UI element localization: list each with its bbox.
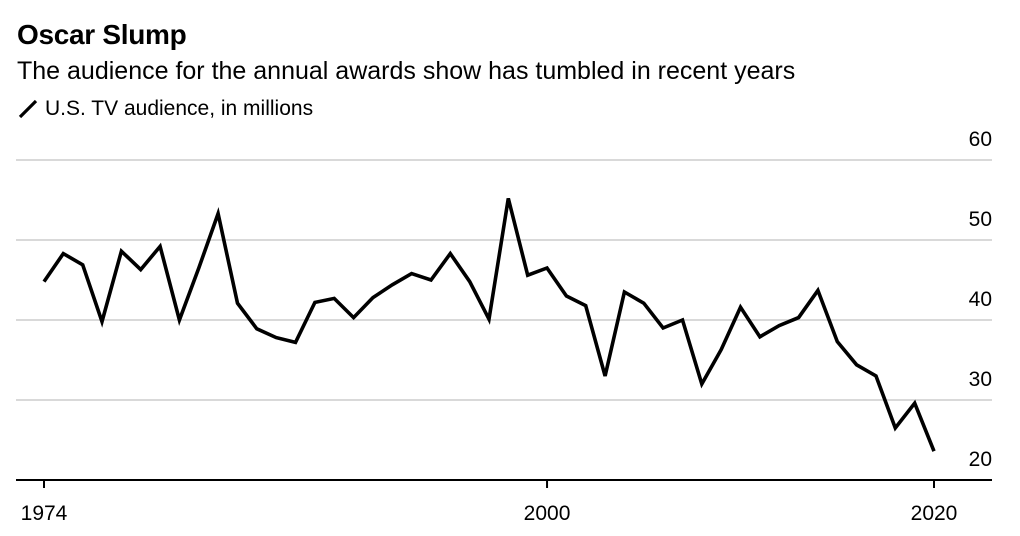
y-tick-label: 50 (969, 208, 992, 231)
chart-subtitle: The audience for the annual awards show … (17, 57, 796, 85)
y-tick-label: 40 (969, 288, 992, 311)
y-tick-label: 60 (969, 128, 992, 151)
x-tick-label: 2000 (524, 502, 571, 525)
y-tick-label: 30 (969, 368, 992, 391)
x-axis-labels: 1974 2000 2020 (21, 502, 958, 525)
y-tick-label: 20 (969, 448, 992, 471)
series-layer (42, 197, 936, 452)
chart-title: Oscar Slump (17, 19, 187, 50)
legend-line-swatch (18, 99, 38, 119)
x-tick-label: 1974 (21, 502, 68, 525)
legend-label: U.S. TV audience, in millions (45, 97, 314, 120)
x-tick-label: 2020 (911, 502, 958, 525)
y-axis-labels: 20 30 40 50 60 (969, 128, 992, 471)
x-axis (16, 479, 992, 488)
legend: U.S. TV audience, in millions (17, 97, 313, 121)
series-line-0 (42, 197, 936, 452)
grid (16, 159, 992, 401)
